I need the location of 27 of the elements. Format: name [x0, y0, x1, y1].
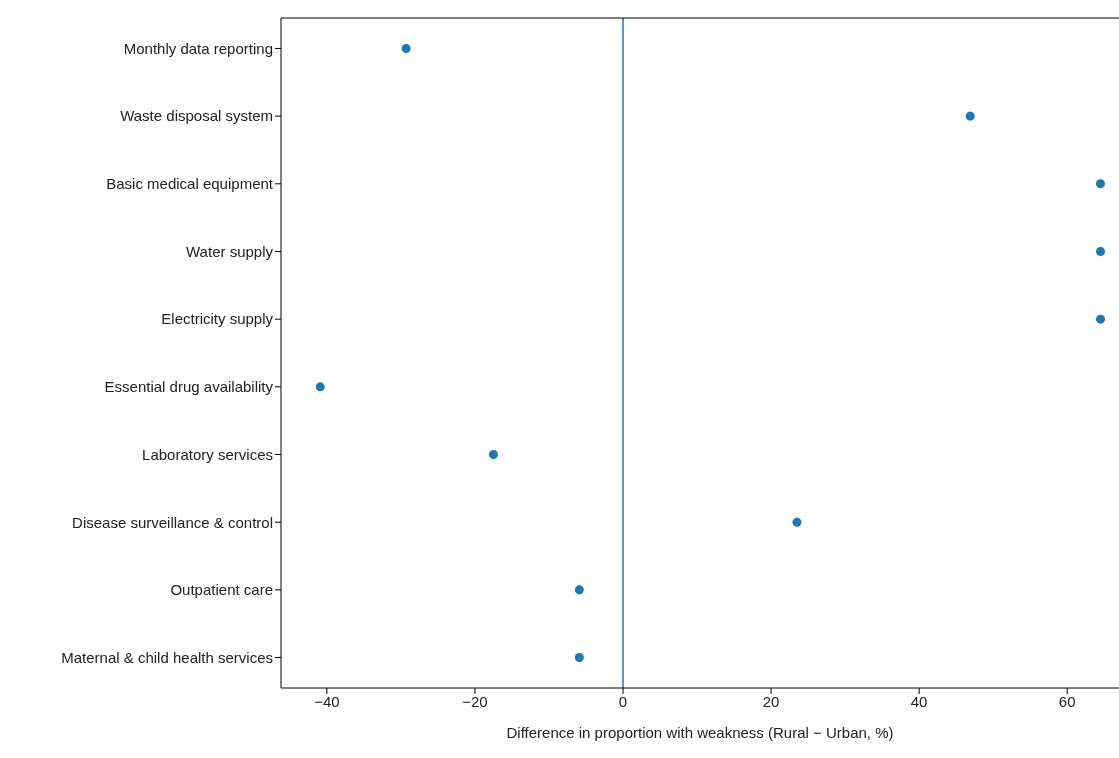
point [1095, 179, 1106, 189]
x-axis-title: Difference in proportion with weakness (Rural − Urban, %) [506, 724, 894, 741]
x-tick-label: −40 [314, 692, 340, 710]
x-tick-label: 40 [910, 692, 928, 710]
y-tick-label: Water supply [186, 242, 274, 260]
point [574, 585, 584, 595]
y-tick-label: Basic medical equipment [106, 175, 274, 193]
y-tick-label: Disease surveillance & control [72, 513, 273, 531]
x-tick-label: 20 [762, 692, 780, 710]
point [574, 653, 584, 663]
point [792, 517, 802, 527]
y-tick-label: Laboratory services [142, 445, 273, 463]
y-tick-label: Electricity supply [161, 310, 274, 328]
point [315, 382, 325, 392]
x-tick-label: 60 [1058, 692, 1076, 710]
point [1095, 246, 1106, 256]
y-tick-label: Maternal & child health services [61, 648, 273, 666]
y-tick-label: Outpatient care [170, 581, 273, 599]
x-tick-label: 0 [618, 692, 628, 710]
point [965, 111, 975, 121]
point [401, 43, 411, 53]
y-tick-label: Monthly data reporting [123, 39, 273, 57]
y-tick-label: Essential drug availability [104, 378, 274, 396]
y-tick-label: Waste disposal system [120, 107, 273, 125]
point [488, 450, 498, 460]
point [1095, 314, 1106, 324]
x-tick-label: −20 [462, 692, 488, 710]
